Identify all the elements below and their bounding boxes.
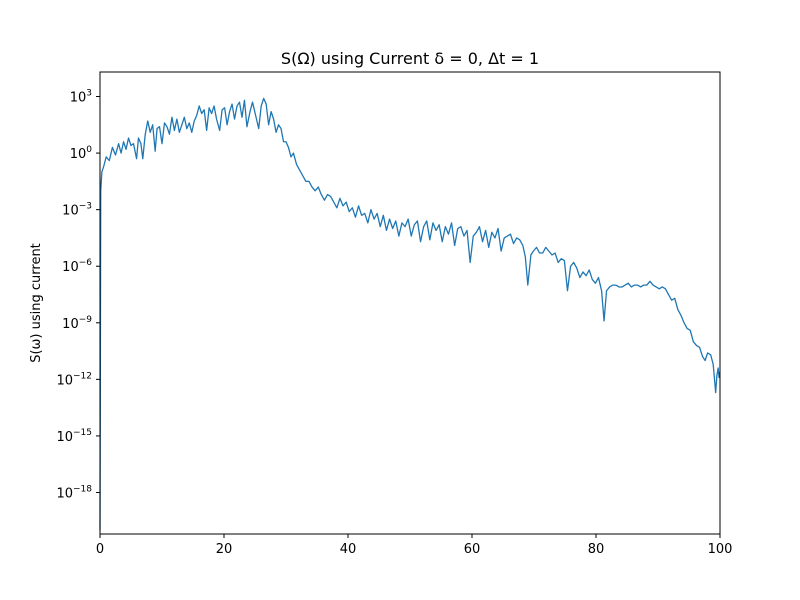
y-tick-label: 10−18: [56, 485, 92, 502]
y-axis: 103 100 10−3 10−6 10−9 10−12 10−15 10−18: [56, 89, 100, 502]
y-tick-label: 10−3: [62, 202, 92, 219]
y-tick-label: 100: [70, 145, 93, 162]
x-tick-label: 20: [216, 542, 233, 557]
y-axis-label: S(ω) using current: [29, 243, 44, 363]
x-tick-label: 60: [464, 542, 481, 557]
x-tick-label: 0: [96, 542, 104, 557]
y-tick-label: 10−6: [62, 258, 92, 275]
x-tick-label: 80: [588, 542, 605, 557]
x-tick-label: 40: [340, 542, 357, 557]
plot-frame: [99, 71, 721, 535]
chart-title: S(Ω) using Current δ = 0, Δt = 1: [281, 49, 539, 68]
y-tick-label: 10−12: [56, 371, 92, 388]
y-tick-label: 10−15: [56, 428, 92, 445]
y-tick-label: 103: [70, 89, 92, 106]
x-tick-label: 100: [708, 542, 733, 557]
x-axis: 0 20 40 60 80 100: [96, 534, 733, 557]
series-line: [99, 97, 721, 531]
y-tick-label: 10−9: [62, 315, 92, 332]
